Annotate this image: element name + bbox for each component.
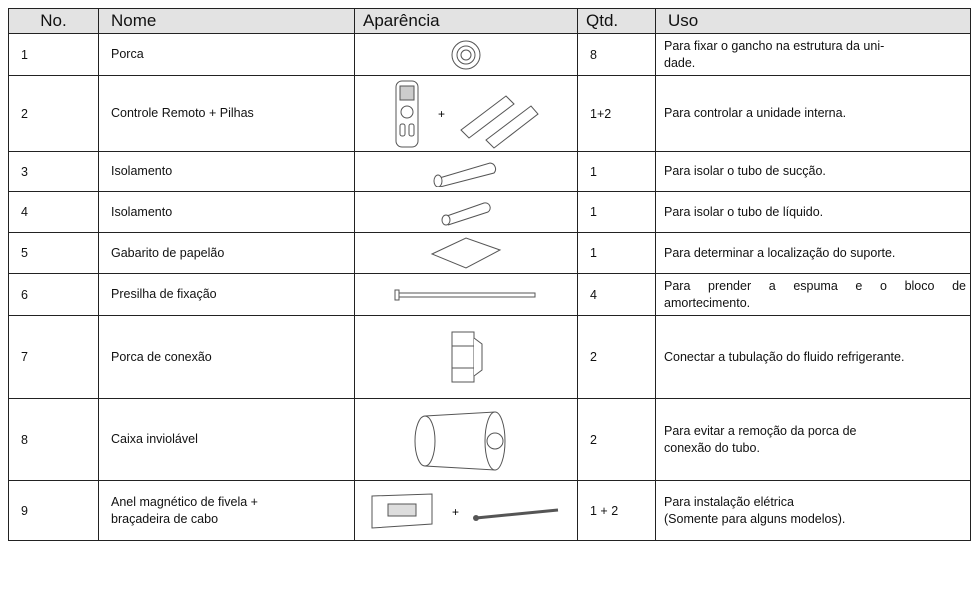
nome: Porca bbox=[98, 33, 355, 76]
no: 8 bbox=[8, 398, 99, 481]
nome: Gabarito de papelão bbox=[98, 232, 355, 274]
uso: Para prender a espuma e o bloco de amorte… bbox=[655, 273, 971, 316]
uso-line: Para instalação elétrica bbox=[664, 494, 794, 509]
appearance: + bbox=[354, 480, 578, 541]
no: 9 bbox=[8, 480, 99, 541]
header-row: No. Nome Aparência Qtd. Uso bbox=[8, 8, 971, 34]
uso-line: (Somente para alguns modelos). bbox=[664, 511, 846, 526]
nome: Controle Remoto + Pilhas bbox=[98, 75, 355, 152]
uso-line: Para fixar o gancho na estrutura da uni- bbox=[664, 38, 885, 53]
no: 1 bbox=[8, 33, 99, 76]
row: 9 Anel magnético de fivela + braçadeira d… bbox=[8, 480, 971, 541]
qtd: 1 + 2 bbox=[577, 480, 656, 541]
header-cell: Qtd. bbox=[577, 8, 656, 34]
row: 8 Caixa inviolável 2 Para evitar a remoç… bbox=[8, 398, 971, 481]
header-cell: Aparência bbox=[354, 8, 578, 34]
nome-line: Isolamento bbox=[111, 164, 173, 178]
qtd: 4 bbox=[577, 273, 656, 316]
nome-line: Isolamento bbox=[111, 204, 173, 219]
uso: Para instalação elétrica (Somente para al… bbox=[655, 480, 971, 541]
uso: Conectar a tubulação do fluido refrigera… bbox=[655, 315, 971, 399]
row: 5 Gabarito de papelão 1 Para determinar … bbox=[8, 232, 971, 274]
uso: Para isolar o tubo de sucção. bbox=[655, 151, 971, 192]
row: 4 Isolamento 1 Para isolar o tubo de líq… bbox=[8, 191, 971, 233]
nome-line: Controle Remoto + Pilhas bbox=[111, 106, 254, 120]
uso-line: Para isolar o tubo de sucção. bbox=[664, 164, 826, 178]
no: 6 bbox=[8, 273, 99, 316]
no: 3 bbox=[8, 151, 99, 192]
appearance: + bbox=[354, 75, 578, 152]
row: 7 Porca de conexão 2 Conectar a tubulaçã… bbox=[8, 315, 971, 399]
svg-text:+: + bbox=[452, 505, 459, 519]
appearance bbox=[354, 398, 578, 481]
row: 1 Porca 8 Para fixar o gancho na estrutu… bbox=[8, 33, 971, 76]
uso-line: dade. bbox=[664, 55, 696, 70]
qtd: 1+2 bbox=[577, 75, 656, 152]
no: 2 bbox=[8, 75, 99, 152]
qtd: 1 bbox=[577, 151, 656, 192]
qtd: 8 bbox=[577, 33, 656, 76]
svg-text:+: + bbox=[438, 107, 445, 121]
insulation-icon bbox=[433, 161, 497, 187]
no: 7 bbox=[8, 315, 99, 399]
no: 4 bbox=[8, 191, 99, 233]
magnetic-ring-icon: + bbox=[371, 492, 559, 529]
qtd: 1 bbox=[577, 232, 656, 274]
nome-line: Presilha de fixação bbox=[111, 287, 217, 301]
appearance bbox=[354, 33, 578, 76]
nome-line: Anel magnético de fivela + bbox=[111, 494, 258, 509]
uso-line: Para prender a espuma e o bloco de bbox=[664, 278, 966, 293]
template-icon bbox=[430, 237, 502, 269]
row: 2 Controle Remoto + Pilhas + 1+2 Para co… bbox=[8, 75, 971, 152]
uso-line: amortecimento. bbox=[664, 295, 751, 310]
uso-line: Para isolar o tubo de líquido. bbox=[664, 204, 824, 219]
header-cell: No. bbox=[8, 8, 99, 34]
uso-line: Para determinar a localização do suporte… bbox=[664, 245, 896, 260]
appearance bbox=[354, 191, 578, 233]
nome-line: Gabarito de papelão bbox=[111, 245, 225, 260]
appearance bbox=[354, 273, 578, 316]
remote-icon: + bbox=[395, 80, 539, 149]
nome-line: Porca de conexão bbox=[111, 349, 212, 364]
appearance bbox=[354, 151, 578, 192]
uso: Para fixar o gancho na estrutura da uni-… bbox=[655, 33, 971, 76]
uso-line: Para evitar a remoção da porca de bbox=[664, 423, 857, 438]
nome: Porca de conexão bbox=[98, 315, 355, 399]
clip-icon bbox=[394, 289, 536, 300]
row: 6 Presilha de fixação 4 Para prender a e… bbox=[8, 273, 971, 316]
appearance bbox=[354, 232, 578, 274]
accessories-table: No. Nome Aparência Qtd. Uso 1 Porca 8 Pa… bbox=[8, 8, 971, 541]
nut-icon bbox=[451, 40, 481, 69]
uso: Para controlar a unidade interna. bbox=[655, 75, 971, 152]
nome-line: Porca bbox=[111, 47, 144, 61]
nome-line: braçadeira de cabo bbox=[111, 511, 219, 526]
qtd: 2 bbox=[577, 398, 656, 481]
qtd: 1 bbox=[577, 191, 656, 233]
insulation-icon bbox=[441, 202, 491, 226]
uso: Para isolar o tubo de líquido. bbox=[655, 191, 971, 233]
row: 3 Isolamento 1 Para isolar o tubo de suc… bbox=[8, 151, 971, 192]
uso-line: Para controlar a unidade interna. bbox=[664, 106, 847, 120]
nome-line: Caixa inviolável bbox=[111, 432, 198, 446]
uso-line: Conectar a tubulação do fluido refrigera… bbox=[664, 349, 905, 364]
nome: Presilha de fixação bbox=[98, 273, 355, 316]
uso: Para determinar a localização do suporte… bbox=[655, 232, 971, 274]
box-icon bbox=[414, 410, 506, 471]
header-cell: Nome bbox=[98, 8, 355, 34]
uso: Para evitar a remoção da porca de conexão… bbox=[655, 398, 971, 481]
nome: Caixa inviolável bbox=[98, 398, 355, 481]
flare-nut-icon bbox=[451, 331, 483, 383]
appearance bbox=[354, 315, 578, 399]
no: 5 bbox=[8, 232, 99, 274]
nome: Isolamento bbox=[98, 151, 355, 192]
nome: Isolamento bbox=[98, 191, 355, 233]
qtd: 2 bbox=[577, 315, 656, 399]
nome: Anel magnético de fivela + braçadeira de … bbox=[98, 480, 355, 541]
header-cell: Uso bbox=[655, 8, 971, 34]
uso-line: conexão do tubo. bbox=[664, 440, 760, 455]
